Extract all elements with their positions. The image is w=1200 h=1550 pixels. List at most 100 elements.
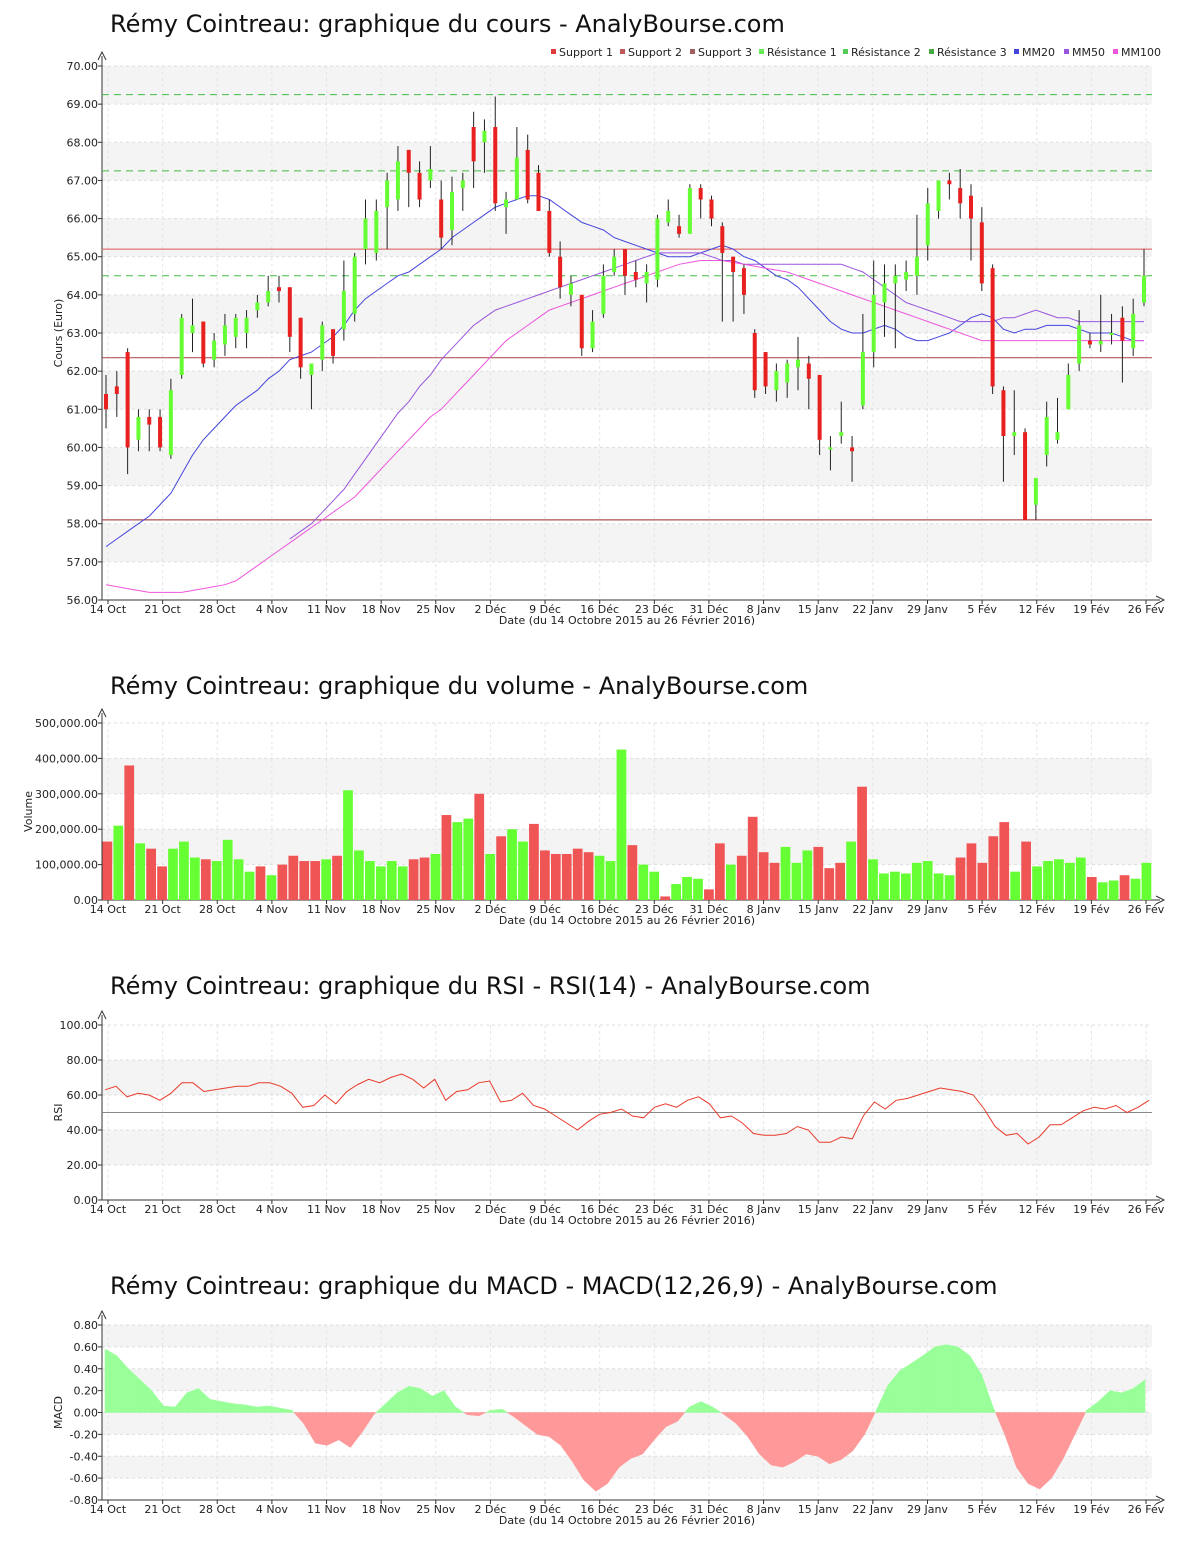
macd-x-tick-label: 9 Déc (529, 1503, 561, 1516)
volume-bar (1119, 875, 1130, 900)
macd-y-tick-label: 0.20 (74, 1385, 99, 1398)
macd-grid-band (102, 1368, 1152, 1391)
candle-body (1087, 340, 1092, 345)
candle-body (644, 271, 649, 284)
macd-area-segment (478, 1412, 487, 1417)
macd-y-axis-arrow (97, 1309, 107, 1320)
candle-body (1001, 390, 1006, 436)
legend-swatch (551, 49, 556, 54)
price-grid-band (102, 447, 1152, 486)
volume-bar (922, 861, 933, 900)
candle-body (741, 268, 746, 295)
rsi-grid-band (102, 1060, 1152, 1095)
macd-area-segment (502, 1408, 509, 1413)
candle-body (893, 275, 898, 284)
macd-area-segment (548, 1412, 561, 1446)
macd-area-segment (712, 1406, 722, 1413)
candle-body (168, 390, 173, 456)
volume-bar (638, 864, 649, 900)
volume-bar (1065, 862, 1075, 900)
volume-bar (824, 868, 835, 900)
candle-body (385, 180, 390, 208)
candle-body (687, 188, 692, 234)
volume-bar (704, 889, 714, 900)
candle-body (277, 287, 281, 292)
macd-x-tick-label: 26 Fév (1128, 1503, 1165, 1516)
macd-area-segment (338, 1412, 351, 1448)
macd-area-segment (817, 1412, 830, 1465)
macd-x-tick-label: 2 Déc (475, 1503, 507, 1516)
candle-body (925, 203, 930, 246)
volume-x-tick-label: 14 Oct (90, 903, 127, 916)
rsi-x-tick-label: 21 Oct (144, 1203, 181, 1216)
macd-area-segment (291, 1409, 295, 1413)
volume-bar (944, 875, 955, 900)
macd-x-tick-label: 31 Déc (690, 1503, 729, 1516)
macd-area-segment (992, 1406, 996, 1413)
rsi-x-tick-label: 15 Janv (798, 1203, 839, 1216)
macd-area-segment (747, 1412, 760, 1455)
candle-body (806, 363, 811, 379)
candle-body (179, 317, 184, 375)
volume-bar (310, 861, 321, 900)
candle-body (568, 283, 573, 295)
candle-body (320, 325, 325, 360)
price-y-tick-label: 67.00 (67, 174, 99, 187)
macd-area-segment (485, 1409, 491, 1413)
price-y-tick-label: 61.00 (67, 403, 99, 416)
macd-area-segment (186, 1388, 199, 1413)
volume-bar (343, 790, 353, 900)
mm20-line (105, 195, 1144, 548)
price-x-tick-label: 29 Janv (907, 603, 948, 616)
volume-x-tick-label: 8 Janv (747, 903, 781, 916)
rsi-x-tick-label: 19 Fév (1073, 1203, 1110, 1216)
volume-bar (594, 855, 605, 900)
candle-body (979, 222, 984, 284)
legend-label: Résistance 2 (851, 46, 921, 59)
volume-x-axis-label: Date (du 14 Octobre 2015 au 26 Février 2… (499, 914, 755, 927)
rsi-x-tick-label: 26 Fév (1128, 1203, 1165, 1216)
macd-area-segment (700, 1401, 713, 1413)
macd-area-segment (684, 1406, 690, 1413)
macd-x-tick-label: 23 Déc (635, 1503, 674, 1516)
volume-bar (835, 862, 846, 900)
candle-body (1066, 374, 1071, 410)
candle-body (1120, 317, 1125, 341)
rsi-x-axis-label: Date (du 14 Octobre 2015 au 26 Février 2… (499, 1214, 755, 1227)
price-y-tick-label: 60.00 (67, 441, 99, 454)
price-x-tick-label: 31 Déc (690, 603, 729, 616)
price-y-tick-label: 56.00 (67, 594, 99, 607)
candle-body (341, 291, 346, 330)
legend-swatch (1014, 49, 1019, 54)
price-x-tick-label: 5 Fév (967, 603, 997, 616)
volume-bar (747, 816, 758, 900)
price-x-axis-arrow (1155, 595, 1166, 605)
price-y-tick-label: 69.00 (67, 98, 99, 111)
price-x-tick-label: 21 Oct (144, 603, 181, 616)
macd-x-tick-label: 8 Janv (747, 1503, 781, 1516)
macd-y-tick-label: -0.40 (70, 1450, 98, 1463)
macd-x-tick-label: 14 Oct (90, 1503, 127, 1516)
volume-bar (1043, 861, 1053, 900)
candle-body (839, 432, 844, 436)
volume-bar (1021, 841, 1031, 900)
macd-area-segment (1109, 1390, 1122, 1413)
volume-bar (561, 853, 572, 900)
volume-bar (1010, 871, 1021, 900)
volume-x-tick-label: 26 Fév (1128, 903, 1165, 916)
rsi-x-tick-label: 4 Nov (256, 1203, 288, 1216)
price-x-tick-label: 23 Déc (635, 603, 674, 616)
macd-x-tick-label: 18 Nov (362, 1503, 401, 1516)
macd-area-segment (1086, 1401, 1099, 1413)
macd-x-tick-label: 5 Fév (967, 1503, 997, 1516)
candle-body (298, 317, 303, 368)
volume-x-tick-label: 18 Nov (362, 903, 401, 916)
candle-body (1131, 313, 1136, 349)
volume-bar (660, 896, 671, 900)
macd-area-segment (537, 1412, 550, 1437)
candle-body (774, 371, 779, 391)
macd-panel: -0.80 -0.60 -0.40 -0.20 0.00 0.20 0.40 0.60 0.80… (52, 1309, 1166, 1527)
volume-bar (419, 857, 430, 900)
